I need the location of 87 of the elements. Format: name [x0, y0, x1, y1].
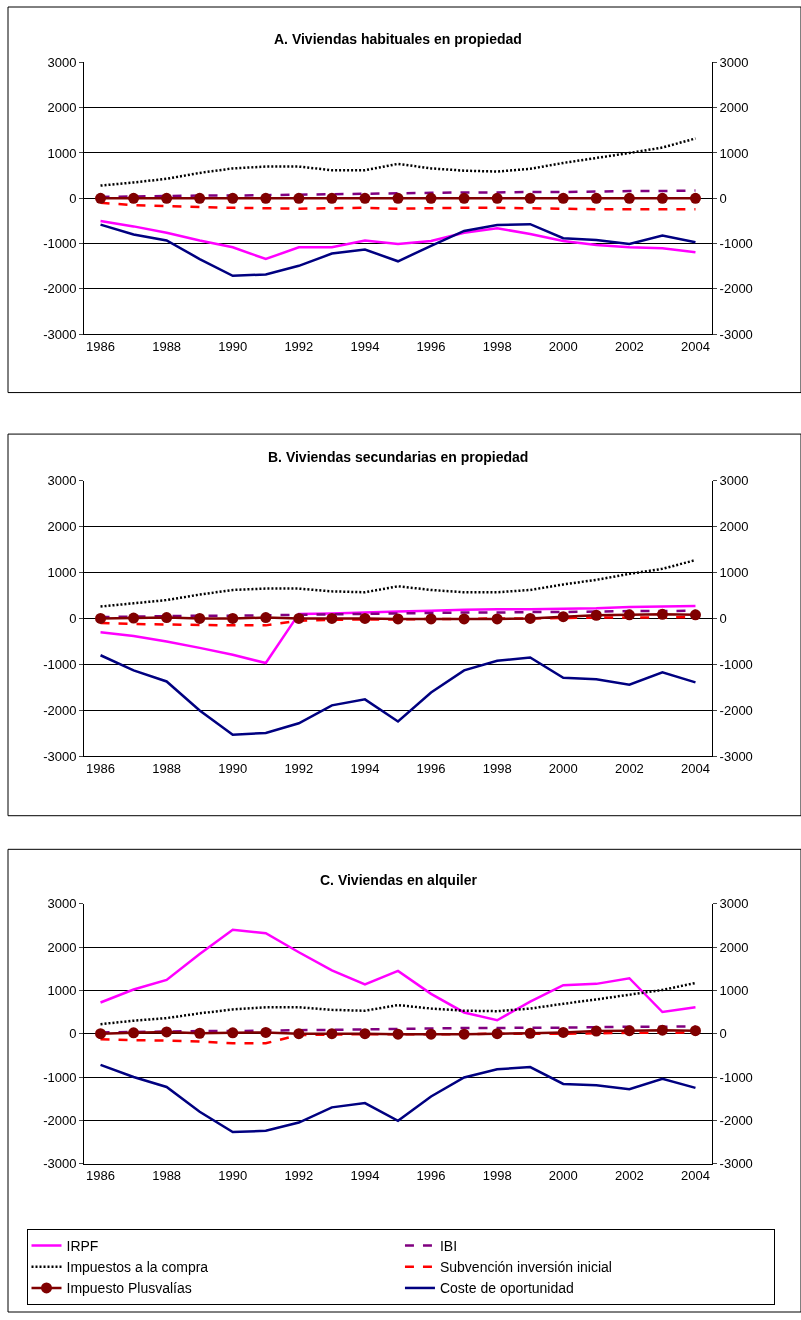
y2-tick-label: 1000 [719, 565, 749, 581]
y2-tick-label: 1000 [719, 982, 749, 998]
x-tick-label: 1986 [86, 1168, 115, 1184]
legend-label: Impuestos a la compra [66, 1259, 209, 1276]
x-tick-label: 2004 [681, 338, 710, 354]
x-tick-label: 1986 [86, 760, 115, 776]
x-tick-label: 2002 [614, 760, 644, 776]
y2-tick-label: 1000 [719, 145, 749, 161]
x-tick-label: 1990 [218, 338, 248, 354]
y-tick-label: 0 [69, 190, 77, 206]
x-tick-label: 2000 [548, 760, 578, 776]
x-tick-label: 1998 [482, 338, 512, 354]
y-tick-label: 2000 [47, 519, 77, 535]
y-tick-label: -1000 [43, 1069, 77, 1085]
legend-label: Subvención inversión inicial [439, 1259, 612, 1276]
y2-tick-label: -3000 [719, 1156, 753, 1172]
x-tick-label: 1994 [350, 760, 380, 776]
y2-tick-label: -2000 [719, 281, 753, 297]
y-tick-label: -1000 [43, 657, 77, 672]
y-tick-label: 3000 [47, 896, 77, 912]
legend-label: Coste de oportunidad [439, 1280, 574, 1297]
legend-label: IBI [439, 1238, 458, 1255]
x-tick-label: 2002 [614, 338, 644, 354]
y-tick-label: 0 [69, 1026, 77, 1042]
y-tick-label: -1000 [43, 236, 77, 252]
y-tick-label: 1000 [47, 982, 77, 998]
x-tick-label: 2002 [614, 1168, 644, 1184]
chart-title: A. Viviendas habituales en propiedad [274, 31, 522, 47]
x-tick-label: 1998 [482, 1168, 512, 1184]
y-tick-label: 2000 [47, 100, 77, 116]
x-tick-label: 1998 [482, 760, 512, 776]
y-tick-label: 0 [69, 611, 77, 627]
y2-tick-label: -1000 [719, 657, 753, 672]
chart-title: C. Viviendas en alquiler [320, 872, 478, 888]
legend-label: IRPF [66, 1238, 99, 1255]
x-tick-label: 1994 [350, 1168, 380, 1184]
y-tick-label: 3000 [47, 54, 77, 70]
y-tick-label: 3000 [47, 473, 77, 489]
line-series [99, 222, 697, 278]
y-tick-label: -2000 [43, 702, 77, 718]
x-tick-label: 1996 [416, 1168, 446, 1184]
y2-tick-label: -1000 [719, 236, 753, 252]
y-tick-label: 2000 [47, 939, 77, 955]
y2-tick-label: 2000 [719, 939, 749, 955]
line-series [99, 604, 697, 665]
y2-tick-label: 2000 [719, 100, 749, 116]
legend-label: Impuesto Plusvalías [66, 1280, 192, 1297]
y2-tick-label: 0 [719, 611, 727, 627]
x-tick-label: 2000 [548, 338, 578, 354]
x-tick-label: 1988 [152, 760, 182, 776]
x-tick-label: 1986 [86, 338, 115, 354]
x-tick-label: 1992 [284, 1168, 314, 1184]
x-tick-label: 1992 [284, 760, 314, 776]
x-tick-label: 1988 [152, 1168, 182, 1184]
y2-tick-label: -1000 [719, 1069, 753, 1085]
y2-tick-label: 2000 [719, 519, 749, 535]
y-tick-label: 1000 [47, 145, 77, 161]
x-tick-label: 1996 [416, 338, 446, 354]
x-tick-label: 2004 [681, 1168, 710, 1184]
y-tick-label: -2000 [43, 1112, 77, 1128]
y-tick-label: -3000 [43, 326, 77, 342]
y-tick-label: 1000 [47, 565, 77, 581]
y2-tick-label: -2000 [719, 1112, 753, 1128]
line-series [99, 219, 697, 261]
line-series [99, 654, 697, 737]
y2-tick-label: -2000 [719, 702, 753, 718]
x-tick-label: 1990 [218, 1168, 248, 1184]
y-tick-label: -3000 [43, 748, 77, 764]
y2-tick-label: 3000 [719, 54, 749, 70]
y2-tick-label: 3000 [719, 896, 749, 912]
y2-tick-label: 0 [719, 190, 727, 206]
x-tick-label: 1992 [284, 338, 314, 354]
x-tick-label: 1996 [416, 760, 446, 776]
line-series [99, 1063, 697, 1134]
x-tick-label: 1990 [218, 760, 248, 776]
x-tick-label: 1988 [152, 338, 182, 354]
y2-tick-label: -3000 [719, 326, 753, 342]
chart-title: B. Viviendas secundarias en propiedad [268, 449, 529, 465]
x-tick-label: 1994 [350, 338, 380, 354]
y-tick-label: -2000 [43, 281, 77, 297]
y-tick-label: -3000 [43, 1156, 77, 1172]
x-tick-label: 2000 [548, 1168, 578, 1184]
line-series [99, 928, 697, 1022]
y2-tick-label: 3000 [719, 473, 749, 489]
y2-tick-label: -3000 [719, 748, 753, 764]
x-tick-label: 2004 [681, 760, 710, 776]
y2-tick-label: 0 [719, 1026, 727, 1042]
